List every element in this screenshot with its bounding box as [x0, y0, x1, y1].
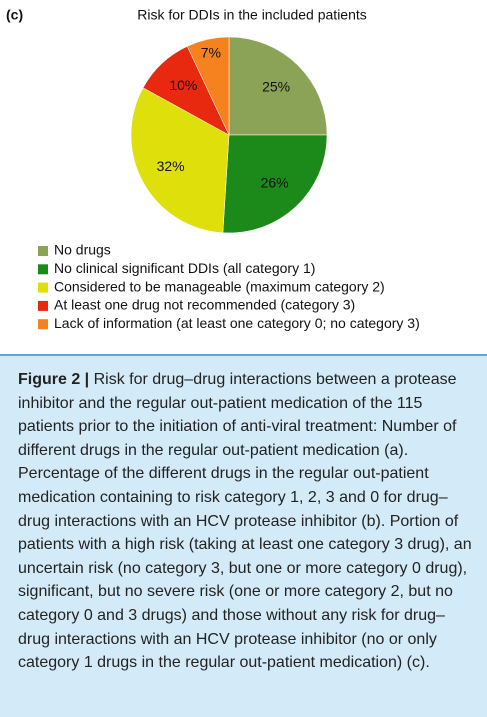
legend-swatch: [38, 300, 48, 311]
legend-swatch: [38, 246, 48, 256]
pie-slice: [186, 36, 230, 136]
pie-slice: [130, 87, 230, 234]
value-label: 7%: [201, 44, 221, 60]
chart-title: Risk for DDIs in the included patients: [137, 7, 367, 23]
chart: (c) Risk for DDIs in the included patien…: [6, 7, 420, 331]
value-label: 10%: [169, 77, 197, 93]
caption: Figure 2 | Risk for drug–drug interactio…: [0, 354, 487, 717]
legend-label: No clinical significant DDIs (all catego…: [54, 260, 315, 276]
pie-slice: [228, 36, 328, 136]
value-label: 26%: [261, 174, 289, 190]
value-label: 32%: [157, 158, 185, 174]
legend-swatch: [38, 264, 48, 275]
legend-label: At least one drug not recommended (categ…: [54, 297, 355, 313]
legend-label: Considered to be manageable (maximum cat…: [54, 278, 385, 294]
caption-label: Figure 2 |: [18, 371, 90, 388]
pie-slice: [222, 134, 328, 234]
value-label: 25%: [262, 79, 290, 95]
legend-swatch: [38, 319, 48, 330]
panel-label: (c): [6, 7, 23, 23]
legend-swatch: [38, 282, 48, 293]
legend-label: Lack of information (at least one catego…: [54, 315, 420, 331]
caption-text: Risk for drug–drug interactions between …: [18, 371, 472, 672]
legend-label: No drugs: [54, 242, 111, 258]
